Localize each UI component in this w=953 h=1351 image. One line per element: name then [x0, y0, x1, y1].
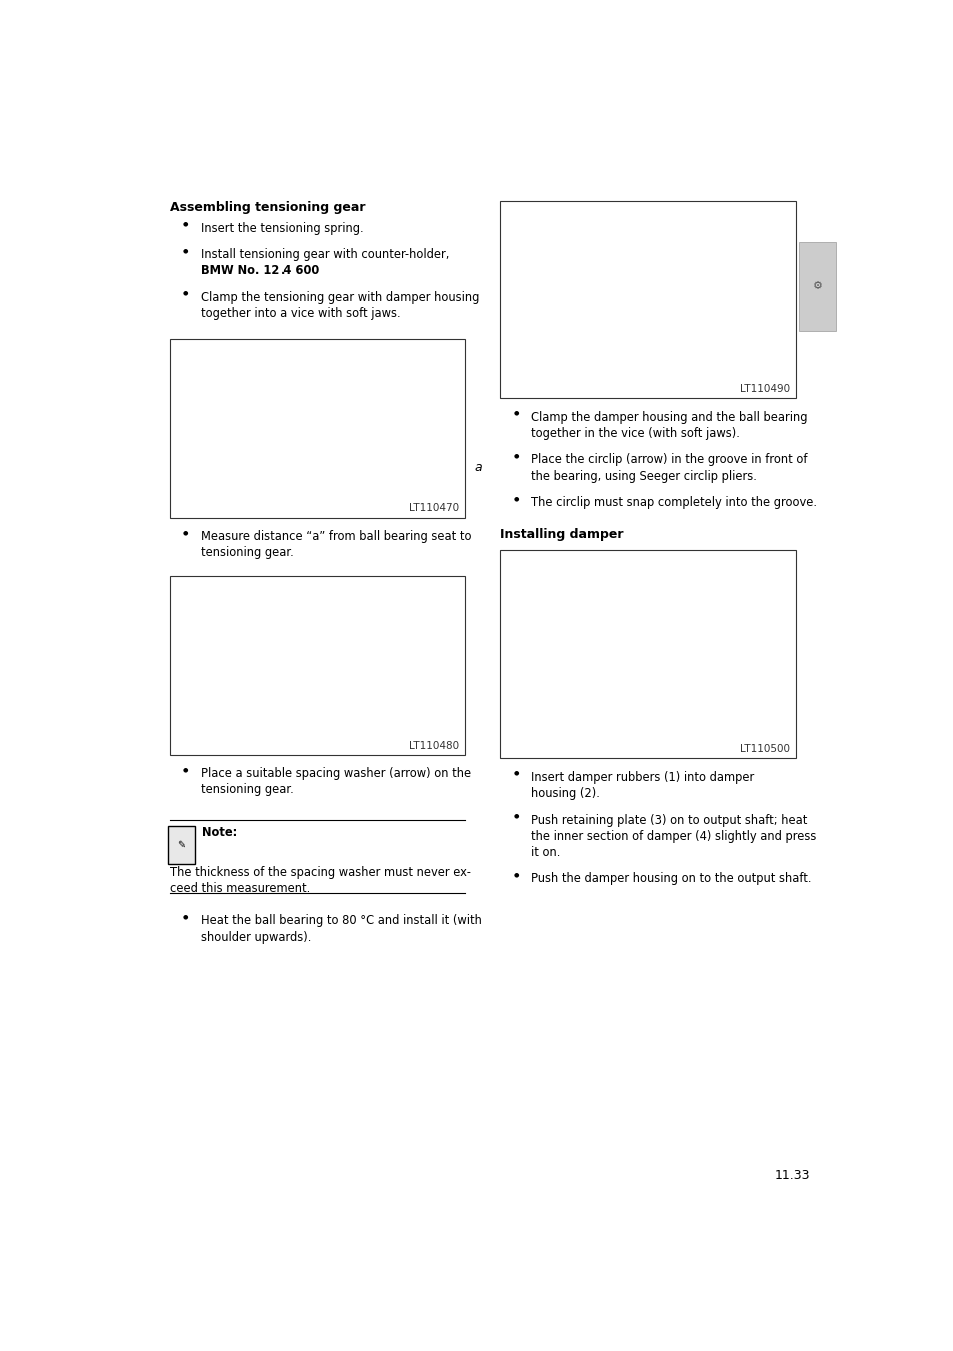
Text: 11.33: 11.33 [774, 1169, 810, 1182]
FancyBboxPatch shape [799, 242, 836, 331]
Text: the bearing, using Seeger circlip pliers.: the bearing, using Seeger circlip pliers… [531, 470, 756, 482]
Text: Push retaining plate (3) on to output shaft; heat: Push retaining plate (3) on to output sh… [531, 813, 806, 827]
Text: Assembling tensioning gear: Assembling tensioning gear [170, 200, 365, 213]
Text: ●: ● [183, 290, 189, 296]
Text: ●: ● [183, 222, 189, 227]
Text: Place a suitable spacing washer (arrow) on the: Place a suitable spacing washer (arrow) … [200, 767, 470, 780]
Text: ●: ● [513, 411, 518, 416]
Text: The thickness of the spacing washer must never ex-: The thickness of the spacing washer must… [170, 866, 470, 880]
Text: ●: ● [513, 873, 518, 877]
Text: ●: ● [513, 496, 518, 501]
Text: ●: ● [513, 771, 518, 775]
Text: the inner section of damper (4) slightly and press: the inner section of damper (4) slightly… [531, 830, 816, 843]
Text: tensioning gear.: tensioning gear. [200, 546, 293, 559]
Text: ●: ● [513, 813, 518, 819]
Text: ⚙: ⚙ [812, 281, 822, 292]
Text: Heat the ball bearing to 80 °C and install it (with: Heat the ball bearing to 80 °C and insta… [200, 915, 481, 927]
Text: Place the circlip (arrow) in the groove in front of: Place the circlip (arrow) in the groove … [531, 454, 807, 466]
Text: ●: ● [183, 915, 189, 920]
Text: Clamp the damper housing and the ball bearing: Clamp the damper housing and the ball be… [531, 411, 807, 424]
Text: Push the damper housing on to the output shaft.: Push the damper housing on to the output… [531, 873, 811, 885]
FancyBboxPatch shape [170, 339, 465, 517]
Text: Note:: Note: [202, 827, 237, 839]
FancyBboxPatch shape [499, 200, 795, 399]
Text: Install tensioning gear with counter-holder,: Install tensioning gear with counter-hol… [200, 249, 449, 261]
Text: tensioning gear.: tensioning gear. [200, 784, 293, 796]
Text: The circlip must snap completely into the groove.: The circlip must snap completely into th… [531, 496, 816, 509]
FancyBboxPatch shape [170, 576, 465, 755]
Text: .: . [280, 265, 285, 277]
Text: Installing damper: Installing damper [499, 528, 623, 540]
Text: ●: ● [183, 249, 189, 253]
FancyBboxPatch shape [499, 550, 795, 758]
Text: Measure distance “a” from ball bearing seat to: Measure distance “a” from ball bearing s… [200, 530, 471, 543]
Text: BMW No. 12 4 600: BMW No. 12 4 600 [200, 265, 318, 277]
Text: LT110500: LT110500 [740, 744, 789, 754]
Text: a: a [474, 461, 481, 474]
Text: Insert damper rubbers (1) into damper: Insert damper rubbers (1) into damper [531, 771, 754, 784]
Text: Clamp the tensioning gear with damper housing: Clamp the tensioning gear with damper ho… [200, 290, 478, 304]
Text: it on.: it on. [531, 846, 559, 859]
Text: together in the vice (with soft jaws).: together in the vice (with soft jaws). [531, 427, 740, 440]
Text: Insert the tensioning spring.: Insert the tensioning spring. [200, 222, 363, 235]
Text: together into a vice with soft jaws.: together into a vice with soft jaws. [200, 307, 400, 320]
Text: ●: ● [183, 767, 189, 773]
FancyBboxPatch shape [168, 827, 194, 863]
Text: ✎: ✎ [177, 840, 185, 850]
Text: LT110470: LT110470 [409, 504, 459, 513]
Text: ●: ● [513, 454, 518, 458]
Text: shoulder upwards).: shoulder upwards). [200, 931, 311, 943]
Text: housing (2).: housing (2). [531, 788, 599, 800]
Text: ●: ● [183, 530, 189, 535]
Text: LT110480: LT110480 [409, 740, 459, 751]
Text: ceed this measurement.: ceed this measurement. [170, 882, 310, 896]
Text: LT110490: LT110490 [739, 384, 789, 394]
